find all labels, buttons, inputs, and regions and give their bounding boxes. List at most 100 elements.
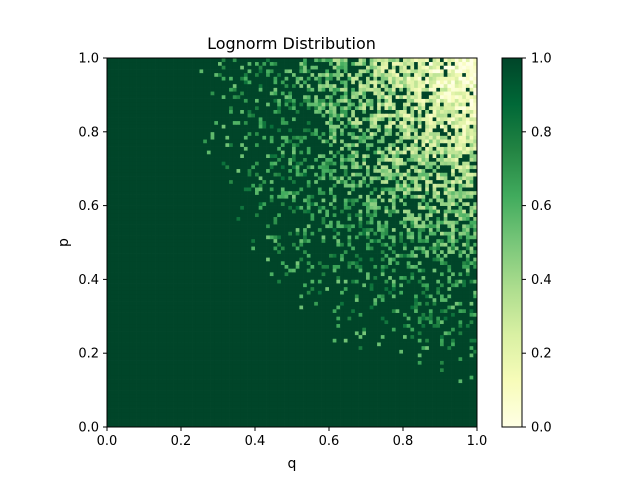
heatmap-cell xyxy=(314,375,319,380)
heatmap-cell xyxy=(269,379,274,384)
heatmap-cell xyxy=(473,308,478,313)
heatmap-cell xyxy=(269,393,274,398)
heatmap-cell xyxy=(225,253,230,258)
heatmap-cell xyxy=(147,319,152,325)
heatmap-cell xyxy=(247,404,252,409)
heatmap-cell xyxy=(166,246,171,251)
heatmap-cell xyxy=(380,305,385,310)
heatmap-cell xyxy=(336,390,341,395)
heatmap-cell xyxy=(169,242,174,247)
heatmap-cell xyxy=(428,393,433,398)
heatmap-cell xyxy=(351,272,356,277)
heatmap-cell xyxy=(140,412,145,417)
heatmap-cell xyxy=(314,301,319,306)
heatmap-cell xyxy=(266,371,271,376)
heatmap-cell xyxy=(343,301,348,306)
heatmap-cell xyxy=(373,408,378,413)
heatmap-cell xyxy=(425,379,430,384)
heatmap-cell xyxy=(129,401,134,406)
heatmap-cell xyxy=(406,323,411,328)
heatmap-cell xyxy=(380,342,385,347)
heatmap-cell xyxy=(144,371,149,376)
heatmap-cell xyxy=(184,423,189,428)
heatmap-cell xyxy=(395,386,400,391)
heatmap-cell xyxy=(421,356,426,361)
heatmap-cell xyxy=(351,305,356,310)
heatmap-cell xyxy=(221,319,226,325)
heatmap-cell xyxy=(417,312,422,317)
heatmap-cell xyxy=(317,401,322,406)
heatmap-cell xyxy=(417,353,422,358)
heatmap-cell xyxy=(362,371,367,376)
heatmap-cell xyxy=(121,367,126,372)
heatmap-cell xyxy=(169,334,174,339)
heatmap-cell xyxy=(262,338,267,343)
heatmap-cell xyxy=(436,415,441,420)
heatmap-cell xyxy=(362,367,367,372)
heatmap-cell xyxy=(236,338,241,343)
heatmap-cell xyxy=(354,423,359,428)
heatmap-cell xyxy=(332,334,337,339)
heatmap-cell xyxy=(177,290,182,295)
heatmap-cell xyxy=(336,367,341,372)
heatmap-cell xyxy=(166,327,171,332)
heatmap-cell xyxy=(403,338,408,343)
heatmap-cell xyxy=(210,242,215,247)
heatmap-cell xyxy=(221,379,226,384)
heatmap-cell xyxy=(203,415,208,420)
heatmap-cell xyxy=(428,356,433,361)
heatmap-cell xyxy=(284,415,289,420)
heatmap-cell xyxy=(129,379,134,384)
heatmap-cell xyxy=(440,331,445,336)
heatmap-cell xyxy=(218,342,223,347)
heatmap-cell xyxy=(221,334,226,339)
heatmap-cell xyxy=(144,408,149,413)
heatmap-cell xyxy=(284,283,289,288)
heatmap-cell xyxy=(366,308,371,313)
heatmap-cell xyxy=(465,253,470,258)
heatmap-cell xyxy=(269,297,274,302)
heatmap-cell xyxy=(166,294,171,299)
heatmap-cell xyxy=(125,312,130,317)
heatmap-cell xyxy=(325,338,330,343)
heatmap-cell xyxy=(369,331,374,336)
heatmap-cell xyxy=(118,342,123,347)
heatmap-cell xyxy=(458,356,463,361)
heatmap-cell xyxy=(192,360,197,365)
heatmap-cell xyxy=(369,415,374,420)
heatmap-cell xyxy=(132,356,137,361)
heatmap-cell xyxy=(432,345,437,350)
heatmap-cell xyxy=(129,334,134,339)
heatmap-cell xyxy=(451,327,456,332)
heatmap-cell xyxy=(284,390,289,395)
heatmap-cell xyxy=(321,275,326,280)
heatmap-cell xyxy=(243,312,248,317)
heatmap-cell xyxy=(262,290,267,295)
heatmap-cell xyxy=(369,386,374,391)
heatmap-cell xyxy=(299,253,304,258)
heatmap-cell xyxy=(188,331,193,336)
heatmap-cell xyxy=(236,345,241,350)
heatmap-cell xyxy=(255,412,260,417)
heatmap-cell xyxy=(284,349,289,354)
heatmap-cell xyxy=(443,253,448,258)
heatmap-cell xyxy=(262,297,267,302)
heatmap-cell xyxy=(110,397,115,402)
heatmap-cell xyxy=(277,327,282,332)
heatmap-cell xyxy=(195,279,200,284)
heatmap-cell xyxy=(406,379,411,384)
heatmap-cell xyxy=(132,397,137,402)
heatmap-cell xyxy=(262,249,267,254)
heatmap-cell xyxy=(151,279,156,284)
heatmap-cell xyxy=(473,283,478,288)
heatmap-cell xyxy=(395,401,400,406)
heatmap-cell xyxy=(447,382,452,387)
heatmap-cell xyxy=(214,268,219,273)
heatmap-cell xyxy=(229,319,234,325)
heatmap-cell xyxy=(121,272,126,277)
heatmap-cell xyxy=(262,272,267,277)
heatmap-cell xyxy=(391,316,396,321)
heatmap-cell xyxy=(236,297,241,302)
heatmap-cell xyxy=(269,419,274,424)
heatmap-cell xyxy=(125,260,130,265)
